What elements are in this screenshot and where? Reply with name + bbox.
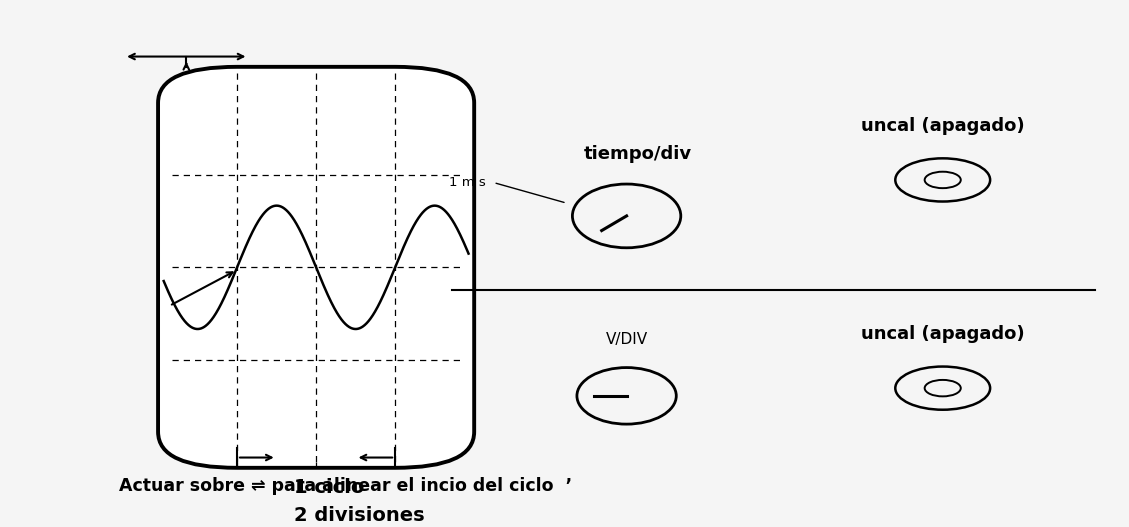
Text: uncal (apagado): uncal (apagado) xyxy=(861,117,1024,135)
Text: 1 m s: 1 m s xyxy=(448,176,485,189)
FancyBboxPatch shape xyxy=(158,67,474,468)
Text: 2 divisiones: 2 divisiones xyxy=(294,506,425,525)
Text: V/DIV: V/DIV xyxy=(605,332,648,347)
Text: tiempo/div: tiempo/div xyxy=(584,145,692,163)
Text: uncal (apagado): uncal (apagado) xyxy=(861,325,1024,344)
Text: 1 ciclo: 1 ciclo xyxy=(294,478,364,497)
Text: Actuar sobre ⇌ para alinear el incio del ciclo  ʼ: Actuar sobre ⇌ para alinear el incio del… xyxy=(119,477,571,495)
